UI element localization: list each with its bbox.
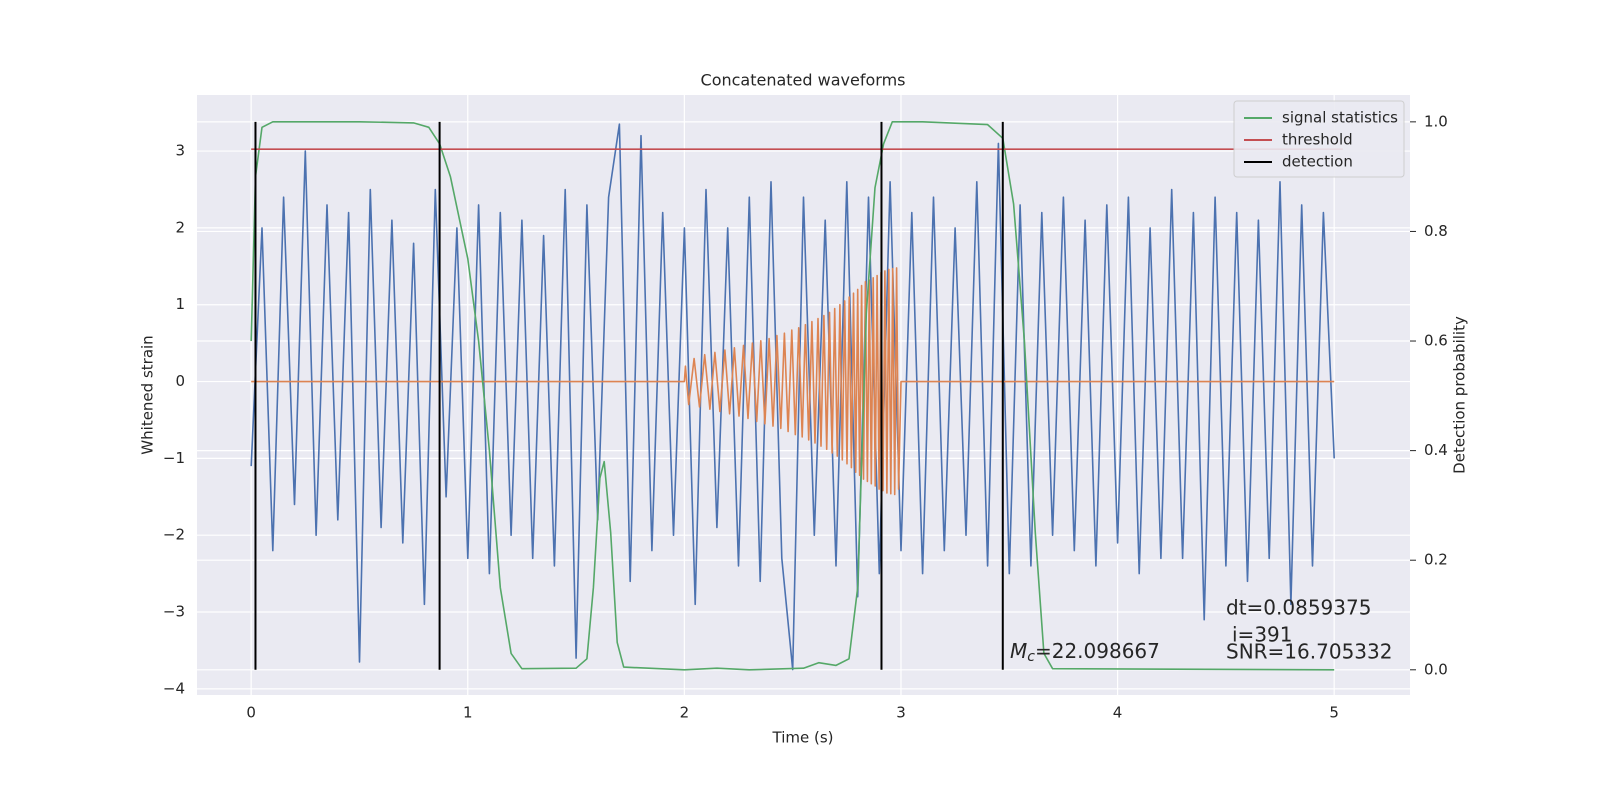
legend-label: signal statistics xyxy=(1282,109,1398,127)
y-tick-label: 3 xyxy=(175,142,185,160)
y-tick-label: −1 xyxy=(163,449,185,467)
y-tick-label: −4 xyxy=(163,679,185,697)
y-axis-label: Whitened strain xyxy=(139,335,157,454)
legend-label: detection xyxy=(1282,153,1353,171)
x-tick-label: 5 xyxy=(1329,704,1339,722)
x-tick-label: 1 xyxy=(463,704,473,722)
chart-title: Concatenated waveforms xyxy=(701,71,906,90)
y2-tick-label: 1.0 xyxy=(1424,112,1448,130)
annotation: Mc=22.098667 xyxy=(1010,639,1160,666)
annotation-subscript: c xyxy=(1027,649,1035,665)
x-axis-label: Time (s) xyxy=(772,729,834,747)
y2-axis-label: Detection probability xyxy=(1451,316,1469,474)
series-line xyxy=(251,267,1335,496)
annotation-text: =22.098667 xyxy=(1035,639,1160,663)
y2-tick-label: 0.4 xyxy=(1424,441,1448,459)
x-tick-label: 3 xyxy=(896,704,906,722)
y-tick-label: 0 xyxy=(175,372,185,390)
legend-box xyxy=(1233,100,1405,178)
y2-tick-label: 0.6 xyxy=(1424,332,1448,350)
y2-tick-label: 0.0 xyxy=(1424,660,1448,678)
y-tick-label: −3 xyxy=(163,603,185,621)
annotation-symbol: M xyxy=(1010,639,1027,663)
annotation: dt=0.0859375 xyxy=(1226,596,1371,620)
x-tick-label: 2 xyxy=(680,704,690,722)
legend-label: threshold xyxy=(1282,131,1353,149)
annotation: i=391 xyxy=(1232,623,1293,647)
series-line xyxy=(250,123,1335,671)
y-tick-label: 1 xyxy=(175,295,185,313)
y-tick-label: 2 xyxy=(175,218,185,236)
annotation: SNR=16.705332 xyxy=(1226,640,1392,664)
x-tick-label: 4 xyxy=(1113,704,1123,722)
y2-tick-label: 0.2 xyxy=(1424,551,1448,569)
x-tick-label: 0 xyxy=(246,704,256,722)
y-tick-label: −2 xyxy=(163,526,185,544)
y2-tick-label: 0.8 xyxy=(1424,222,1448,240)
